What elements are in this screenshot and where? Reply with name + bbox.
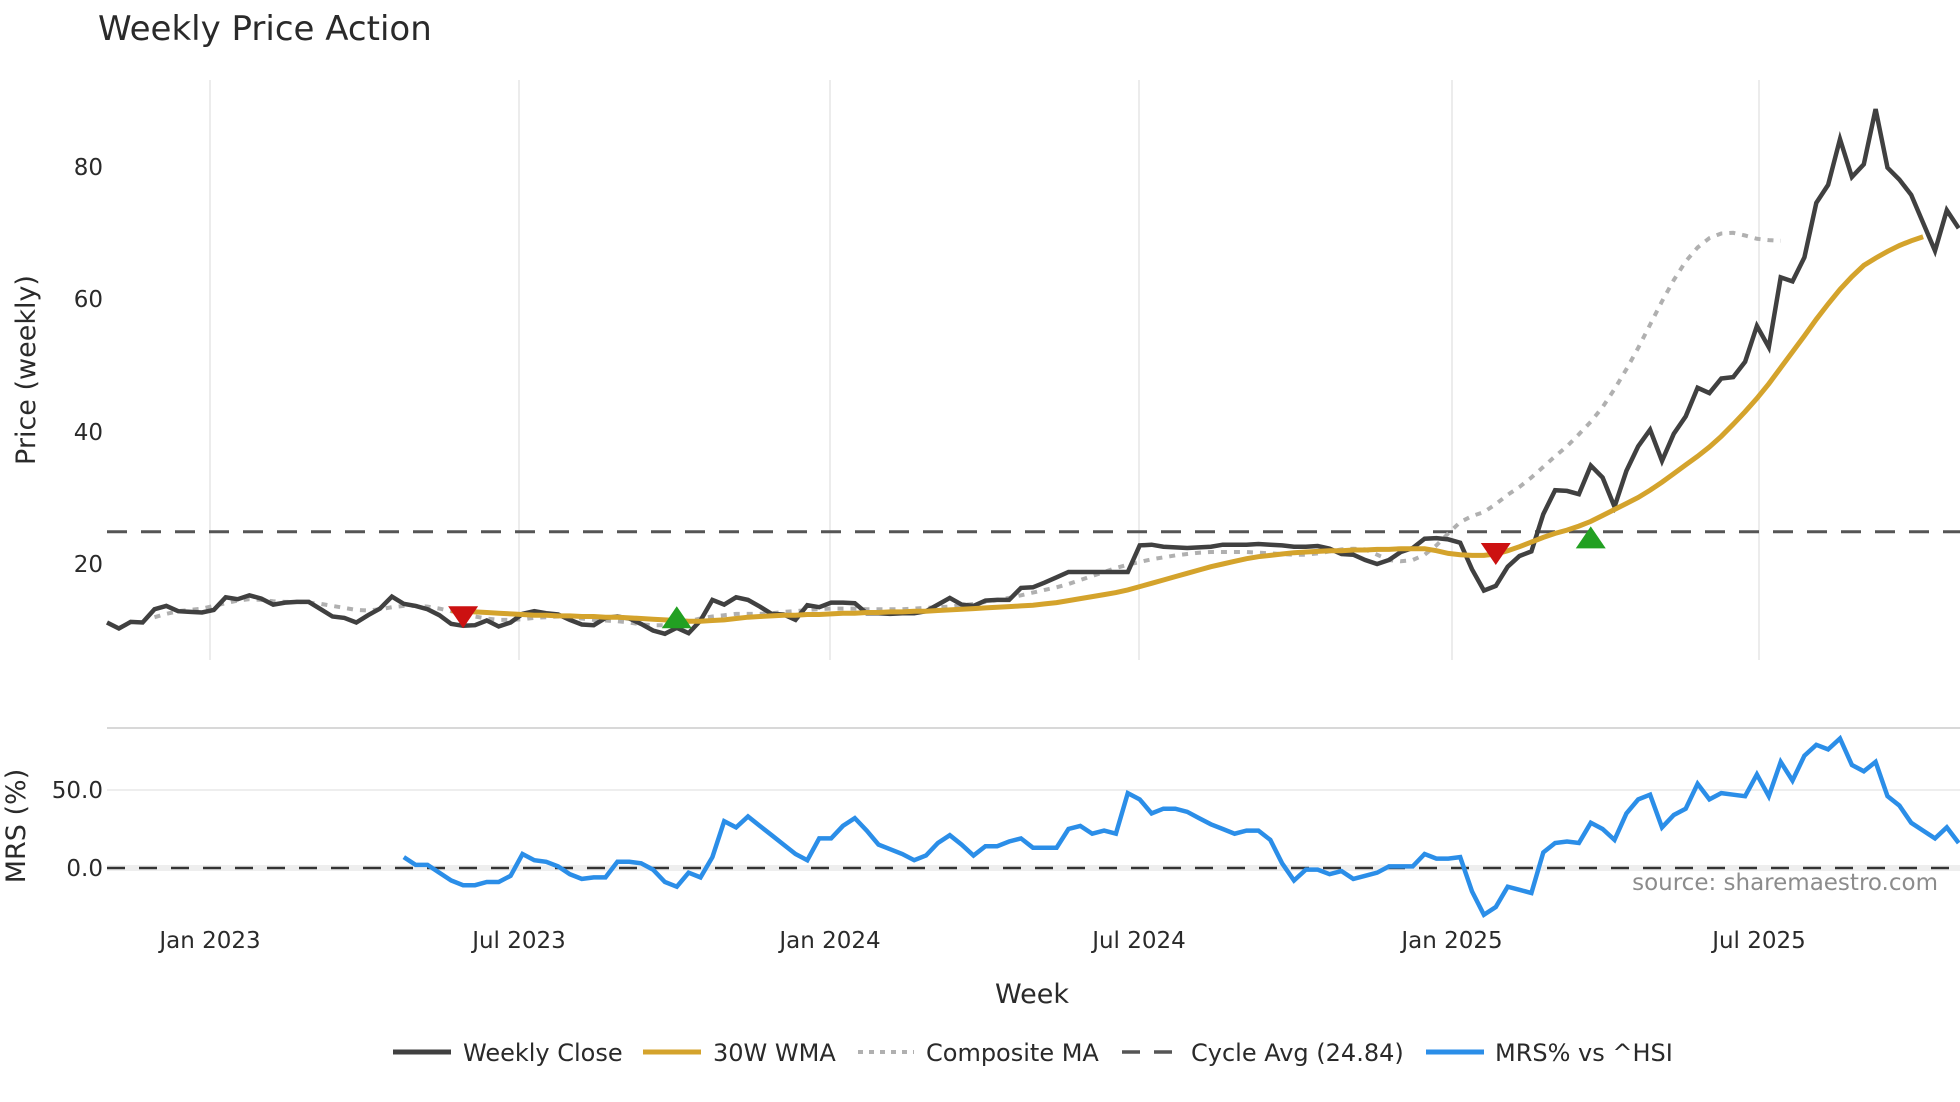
legend-item-weekly-close[interactable]: Weekly Close [393, 1039, 623, 1067]
legend-label-30w-wma: 30W WMA [713, 1039, 836, 1067]
mrs-y-tick-0: 0.0 [66, 856, 103, 882]
signal-markers [448, 526, 1606, 629]
legend-item-cycle-avg[interactable]: Cycle Avg (24.84) [1122, 1039, 1404, 1067]
price-gridlines [209, 80, 1760, 660]
x-axis-ticks: Jan 2023 Jul 2023 Jan 2024 Jul 2024 Jan … [157, 928, 1805, 954]
mrs-y-axis-label: MRS (%) [1, 769, 32, 884]
x-tick-jul-2023: Jul 2023 [470, 928, 566, 954]
legend-item-mrs[interactable]: MRS% vs ^HSI [1426, 1039, 1673, 1067]
x-tick-jan-2023: Jan 2023 [157, 928, 260, 954]
legend-item-composite-ma[interactable]: Composite MA [858, 1039, 1099, 1067]
x-tick-jul-2025: Jul 2025 [1710, 928, 1806, 954]
sell-signal-icon [1480, 543, 1511, 566]
sell-signal-icon [448, 606, 479, 629]
legend: Weekly Close 30W WMA Composite MA Cycle … [393, 1039, 1673, 1067]
buy-signal-icon [1575, 526, 1606, 549]
weekly-close-line [105, 108, 1960, 637]
x-tick-jan-2024: Jan 2024 [777, 928, 880, 954]
y-tick-40: 40 [74, 420, 103, 446]
legend-item-30w-wma[interactable]: 30W WMA [643, 1039, 836, 1067]
y-tick-20: 20 [74, 552, 103, 578]
composite-ma-line [153, 230, 1781, 628]
x-axis-label: Week [995, 979, 1069, 1010]
mrs-line [402, 734, 1960, 919]
legend-label-composite-ma: Composite MA [926, 1039, 1099, 1067]
mrs-y-tick-50: 50.0 [52, 778, 103, 804]
y-tick-60: 60 [74, 287, 103, 313]
y-tick-80: 80 [74, 155, 103, 181]
chart-title: Weekly Price Action [98, 9, 432, 49]
price-y-axis-label: Price (weekly) [11, 275, 42, 465]
x-tick-jul-2024: Jul 2024 [1090, 928, 1186, 954]
legend-label-cycle-avg: Cycle Avg (24.84) [1191, 1039, 1404, 1067]
source-label: source: sharemaestro.com [1632, 870, 1938, 896]
x-tick-jan-2025: Jan 2025 [1399, 928, 1502, 954]
price-y-ticks: 80 60 40 20 [74, 155, 103, 578]
legend-label-mrs: MRS% vs ^HSI [1495, 1039, 1673, 1067]
wma-30w-line [451, 234, 1924, 624]
buy-signal-icon [661, 606, 692, 629]
legend-label-weekly-close: Weekly Close [463, 1039, 623, 1067]
